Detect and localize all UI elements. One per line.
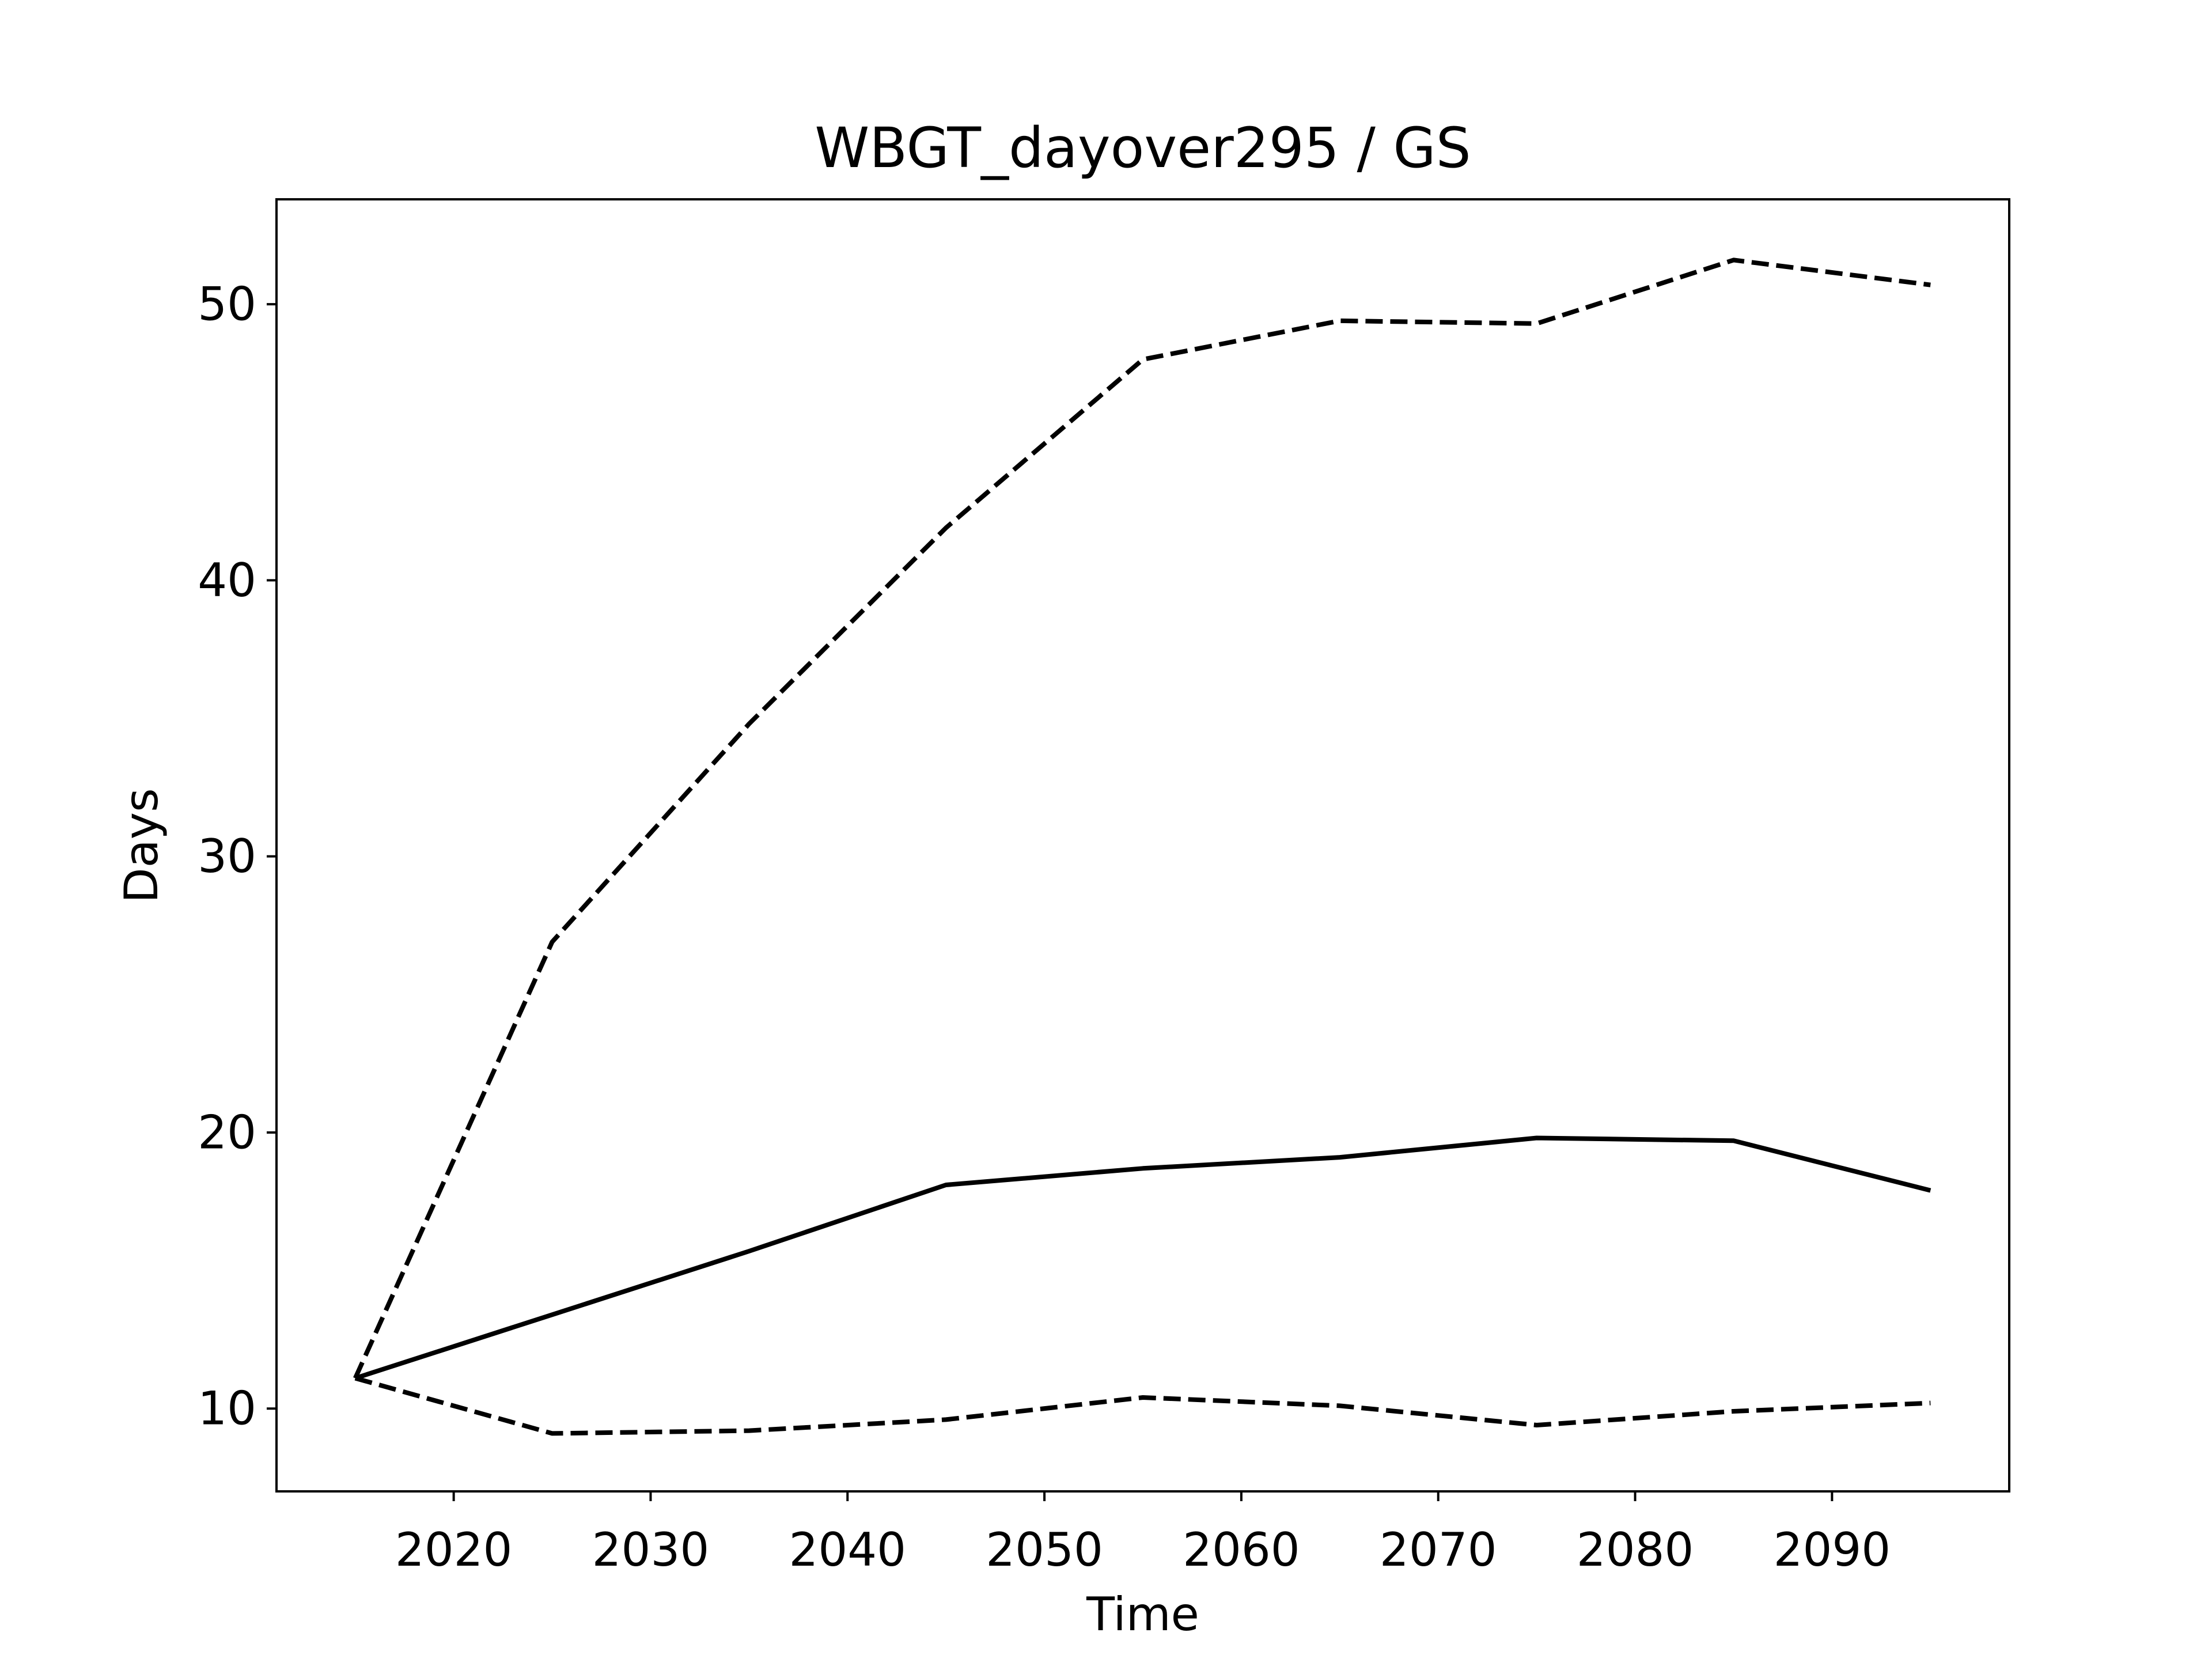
- y-axis-label: Days: [115, 788, 168, 903]
- x-tick-label: 2070: [1380, 1523, 1497, 1577]
- series-line-3: [354, 1376, 1931, 1436]
- x-tick-label: 2060: [1183, 1523, 1300, 1577]
- plot-area: [353, 257, 1931, 1436]
- plot-frame: [275, 198, 2010, 1493]
- y-axis: 10 20 30 40 50: [198, 278, 276, 1435]
- y-tick-label: 10: [198, 1382, 256, 1435]
- x-tick-label: 2020: [395, 1523, 513, 1577]
- y-tick-label: 20: [198, 1105, 256, 1159]
- x-axis: 2020 2030 2040 2050 2060 2070 2080 2090: [395, 1491, 1891, 1577]
- x-tick-label: 2090: [1774, 1523, 1891, 1577]
- x-axis-label: Time: [1086, 1588, 1199, 1641]
- x-tick-label: 2030: [592, 1523, 710, 1577]
- y-tick-label: 30: [198, 830, 256, 883]
- x-tick-label: 2050: [986, 1523, 1103, 1577]
- chart-title: WBGT_dayover295 / GS: [815, 116, 1471, 180]
- x-tick-label: 2080: [1577, 1523, 1694, 1577]
- series-line-2: [353, 257, 1931, 1380]
- x-tick-label: 2040: [789, 1523, 906, 1577]
- y-tick-label: 40: [198, 554, 256, 607]
- y-tick-label: 50: [198, 278, 256, 331]
- series-line-1: [354, 1135, 1931, 1381]
